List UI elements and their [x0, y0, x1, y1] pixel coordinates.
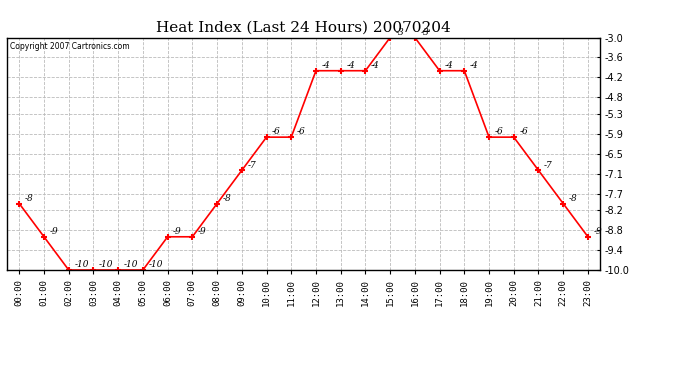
- Text: -3: -3: [420, 28, 429, 37]
- Text: -10: -10: [75, 260, 89, 269]
- Text: -9: -9: [173, 227, 182, 236]
- Text: -9: -9: [50, 227, 58, 236]
- Text: -6: -6: [495, 128, 503, 136]
- Text: -4: -4: [346, 61, 355, 70]
- Text: -10: -10: [124, 260, 138, 269]
- Text: -10: -10: [99, 260, 113, 269]
- Text: -6: -6: [297, 128, 306, 136]
- Text: -8: -8: [569, 194, 578, 203]
- Text: -8: -8: [223, 194, 231, 203]
- Text: -4: -4: [371, 61, 380, 70]
- Text: -4: -4: [322, 61, 331, 70]
- Text: -7: -7: [544, 160, 553, 170]
- Text: -7: -7: [247, 160, 256, 170]
- Title: Heat Index (Last 24 Hours) 20070204: Heat Index (Last 24 Hours) 20070204: [156, 21, 451, 35]
- Text: -9: -9: [593, 227, 602, 236]
- Text: -4: -4: [445, 61, 454, 70]
- Text: -6: -6: [520, 128, 528, 136]
- Text: -3: -3: [395, 28, 404, 37]
- Text: -4: -4: [470, 61, 479, 70]
- Text: -6: -6: [272, 128, 281, 136]
- Text: -8: -8: [25, 194, 34, 203]
- Text: -10: -10: [148, 260, 163, 269]
- Text: -9: -9: [198, 227, 206, 236]
- Text: Copyright 2007 Cartronics.com: Copyright 2007 Cartronics.com: [10, 42, 130, 51]
